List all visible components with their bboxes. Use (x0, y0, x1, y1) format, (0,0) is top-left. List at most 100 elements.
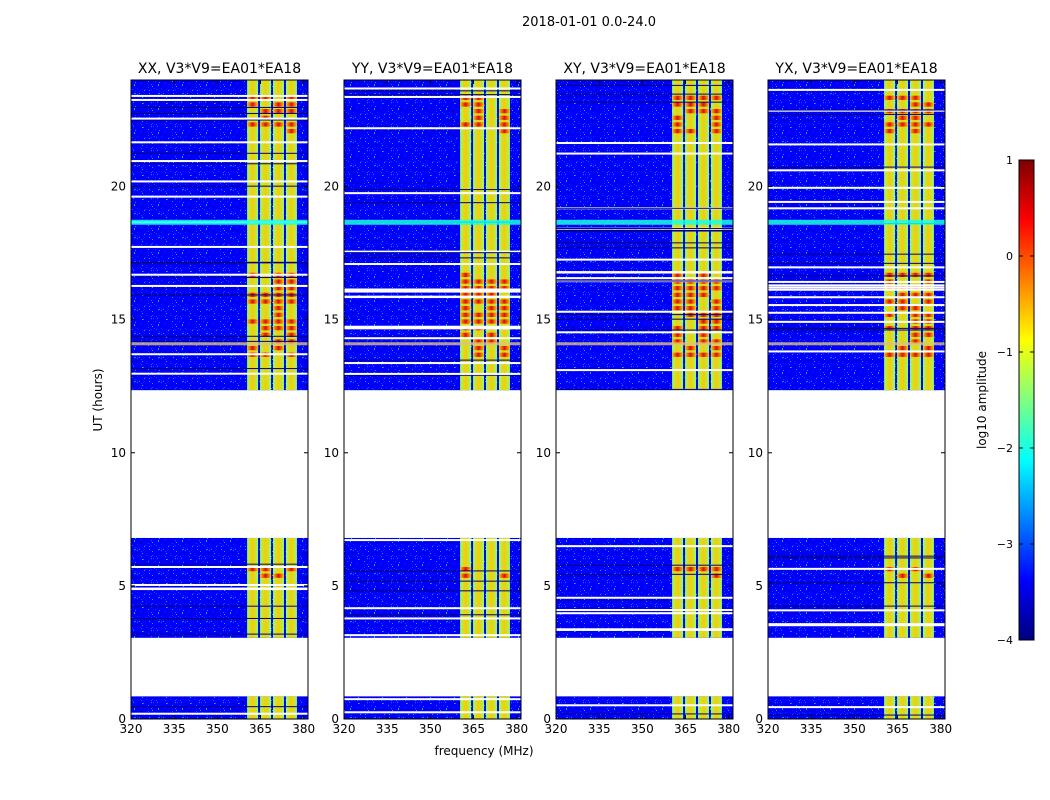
dark-row (131, 262, 308, 264)
dark-row (556, 84, 733, 86)
band-hot-cell (672, 292, 684, 297)
band-hot-cell (884, 573, 896, 578)
band-hot-cell (473, 272, 485, 278)
band-hot-cell (884, 332, 896, 337)
flagged-row (768, 311, 945, 314)
dark-row (768, 557, 945, 559)
band-hot-cell (486, 122, 497, 127)
y-tick-label: 10 (536, 446, 551, 460)
band-channel (460, 537, 472, 638)
colorbar: 1 0 −1 −2 −3 −4 log10 amplitude (975, 154, 1035, 647)
band-hot-cell (884, 95, 896, 100)
band-channel (460, 80, 472, 391)
x-tick-label: 380 (717, 722, 740, 736)
y-tick-label: 5 (755, 579, 763, 593)
band-channel (710, 80, 722, 391)
band-hot-cell (486, 306, 497, 311)
band-hot-cell (685, 286, 697, 291)
band-hot-cell (460, 272, 472, 278)
panel-4: YX, V3*V9=EA01*EA18 320 335 350 365 380 0 5 10 15… (748, 61, 952, 736)
band-hot-cell (247, 326, 259, 331)
band-hot-cell (273, 95, 284, 100)
band-hot-cell (910, 306, 921, 311)
band-hot-cell (473, 566, 485, 572)
band-hot-cell (247, 109, 259, 114)
panel-1: XX, V3*V9=EA01*EA18 320 335 350 365 380 0 5 10 15… (111, 61, 315, 736)
band-hot-cell (922, 128, 934, 134)
dark-row (344, 94, 521, 96)
y-tick-label: 10 (748, 446, 763, 460)
panel-title: YY, V3*V9=EA01*EA18 (351, 61, 513, 77)
panel-title: YX, V3*V9=EA01*EA18 (774, 61, 937, 77)
flagged-row (768, 288, 945, 291)
band-hot-cell (473, 286, 485, 291)
band-hot-cell (922, 339, 934, 344)
y-tick-label: 0 (118, 712, 126, 726)
dark-row (556, 564, 733, 566)
band-hot-cell (884, 306, 896, 311)
band-hot-cell (247, 102, 259, 107)
band-hot-cell (672, 272, 684, 278)
band-hot-cell (710, 352, 722, 357)
dark-row (768, 329, 945, 331)
x-tick-label: 350 (843, 722, 866, 736)
flagged-row (768, 186, 945, 189)
band-hot-cell (460, 345, 472, 351)
dark-row (768, 605, 945, 607)
band-hot-cell (922, 122, 934, 127)
band-channel (486, 696, 497, 719)
band-hot-cell (285, 286, 297, 291)
dark-row (344, 580, 521, 582)
band-hot-cell (922, 332, 934, 337)
band-hot-cell (672, 319, 684, 324)
band-hot-cell (685, 102, 697, 107)
band-channel (498, 80, 510, 391)
band-channel (922, 80, 934, 391)
flagged-row (768, 200, 945, 203)
x-tick-label: 350 (419, 722, 442, 736)
band-hot-cell (486, 128, 497, 134)
y-tick-label: 20 (536, 180, 551, 194)
y-tick-label: 0 (543, 712, 551, 726)
band-hot-cell (460, 339, 472, 344)
band-hot-cell (910, 299, 921, 304)
band-hot-cell (260, 306, 272, 311)
flagged-row (556, 331, 733, 334)
band-hot-cell (498, 319, 510, 324)
flagged-row (131, 117, 308, 120)
band-hot-cell (247, 319, 259, 324)
band-hot-cell (498, 102, 510, 107)
band-channel (910, 537, 921, 638)
band-hot-cell (910, 573, 921, 578)
flagged-row (556, 277, 733, 280)
flagged-row (768, 304, 945, 307)
dark-row (768, 582, 945, 584)
band-hot-cell (672, 332, 684, 337)
dark-row (556, 207, 733, 209)
band-hot-cell (685, 292, 697, 297)
flagged-row (344, 87, 521, 90)
band-hot-cell (910, 122, 921, 127)
band-hot-cell (672, 109, 684, 114)
band-hot-cell (897, 102, 909, 107)
suptitle: 2018-01-01 0.0-24.0 (522, 15, 656, 30)
rfi-row (556, 219, 733, 225)
band-hot-cell (910, 292, 921, 297)
band-hot-cell (260, 566, 272, 572)
band-hot-cell (486, 312, 497, 317)
flagged-row (768, 350, 945, 353)
band-hot-cell (897, 299, 909, 304)
band-hot-cell (473, 102, 485, 107)
dark-row (556, 247, 733, 249)
flagged-row (344, 263, 521, 266)
x-axis-label: frequency (MHz) (434, 744, 533, 758)
x-tick-label: 350 (206, 722, 229, 736)
band-hot-cell (460, 102, 472, 107)
band-hot-cell (922, 345, 934, 351)
band-hot-cell (273, 286, 284, 291)
band-hot-cell (698, 109, 709, 114)
band-hot-cell (285, 102, 297, 107)
band-hot-cell (460, 312, 472, 317)
band-hot-cell (922, 352, 934, 357)
flagged-row (556, 704, 733, 707)
